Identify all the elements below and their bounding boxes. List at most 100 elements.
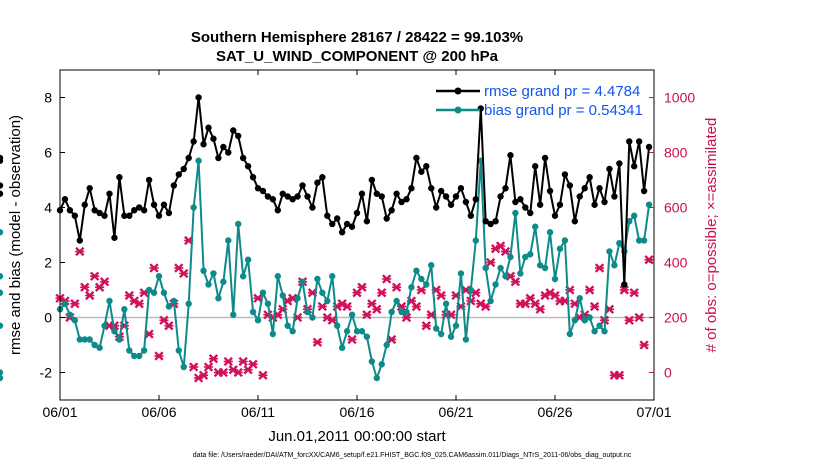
obs-assimilated-marker	[585, 285, 595, 295]
rmse-point	[319, 174, 326, 181]
y-tick-label: 6	[44, 145, 52, 161]
bias-point	[230, 311, 237, 318]
rmse-point	[145, 176, 153, 184]
bias-point	[403, 308, 410, 316]
bias-point	[116, 336, 123, 343]
rmse-point	[121, 212, 128, 219]
bias-point	[294, 295, 301, 302]
y2-tick-label: 0	[664, 365, 672, 381]
bias-point	[378, 361, 385, 368]
x-tick-label: 06/26	[537, 404, 572, 420]
obs-assimilated-marker	[70, 299, 80, 309]
rmse-point	[225, 149, 232, 156]
obs-assimilated-marker	[391, 282, 402, 292]
bias-point	[150, 289, 158, 296]
obs-assimilated-marker	[90, 271, 100, 281]
obs-assimilated-marker	[421, 321, 431, 331]
plot-frame	[59, 69, 655, 401]
bias-point	[418, 275, 425, 283]
y2-tick-label: 600	[664, 200, 688, 216]
bias-point	[284, 322, 291, 329]
bias-point	[274, 273, 281, 280]
bias-point	[556, 245, 564, 252]
bias-point	[512, 209, 519, 217]
y2-tick-label: 200	[664, 310, 688, 326]
obs-assimilated-marker	[198, 370, 209, 380]
y-tick-label: -2	[40, 365, 53, 381]
bias-point	[348, 311, 356, 318]
bias-line	[59, 159, 651, 379]
bias-point	[210, 270, 217, 277]
rmse-point	[596, 185, 603, 192]
rmse-point	[106, 190, 113, 197]
obs-assimilated-marker	[75, 246, 85, 257]
bias-point	[180, 363, 187, 371]
bias-point	[304, 308, 311, 316]
x-tick-label: 06/01	[42, 404, 77, 420]
x-tick-label: 06/11	[241, 404, 275, 420]
rmse-point	[358, 190, 366, 197]
bias-point	[517, 270, 524, 277]
rmse-point	[116, 174, 123, 181]
bias-point	[71, 317, 79, 324]
bias-point	[155, 273, 163, 280]
rmse-point	[264, 193, 272, 200]
bias-point	[235, 220, 242, 228]
bias-point	[111, 328, 118, 335]
rmse-point	[338, 229, 346, 236]
obs-assimilated-marker	[362, 310, 372, 320]
rmse-point	[566, 182, 574, 189]
bias-point	[175, 347, 182, 354]
obs-assimilated-marker	[634, 312, 644, 323]
bias-point	[467, 286, 475, 294]
y-axis-ticks: -2 0 2 4 6 8	[40, 90, 65, 381]
bias-point	[507, 253, 514, 261]
obs-assimilated-marker	[619, 285, 629, 295]
obs-assimilated-marker	[342, 301, 352, 312]
bias-point	[408, 284, 415, 291]
obs-assimilated-marker	[179, 268, 189, 279]
rmse-point	[195, 94, 202, 101]
rmse-point	[279, 190, 286, 197]
rmse-point	[631, 163, 638, 170]
obs-assimilated-marker	[639, 340, 649, 350]
bias-point	[264, 300, 272, 307]
bias-point	[140, 347, 148, 354]
rmse-point	[383, 215, 390, 222]
rmse-point	[616, 160, 623, 167]
rmse-point	[507, 152, 514, 159]
obs-assimilated-marker	[223, 356, 233, 367]
rmse-point	[408, 185, 415, 192]
bias-point	[225, 237, 232, 244]
chart-title-line1: Southern Hemisphere 28167 / 28422 = 99.1…	[191, 29, 523, 46]
rmse-point	[244, 163, 252, 170]
bias-point	[452, 322, 460, 329]
obs-assimilated-marker	[317, 301, 327, 312]
rmse-point	[299, 182, 306, 189]
bias-point	[76, 336, 84, 343]
rmse-point	[71, 212, 79, 219]
rmse-point	[457, 185, 465, 192]
rmse-point	[536, 201, 544, 208]
rmse-point	[606, 165, 613, 173]
y-tick-label: 2	[44, 255, 52, 271]
bias-point	[334, 322, 341, 329]
rmse-point	[160, 201, 168, 208]
obs-assimilated-marker	[624, 315, 634, 325]
y2-tick-label: 400	[664, 255, 688, 271]
bias-point	[324, 297, 331, 305]
rmse-point	[289, 196, 296, 203]
bias-series-layer	[0, 157, 653, 382]
rmse-point	[423, 163, 430, 170]
bias-point	[61, 300, 69, 307]
rmse-point	[626, 138, 633, 145]
bias-point	[373, 374, 380, 382]
bias-point	[358, 328, 366, 335]
bias-point	[413, 267, 420, 274]
bias-point	[66, 311, 74, 318]
bias-point	[319, 289, 326, 296]
bias-point	[368, 358, 376, 365]
bias-point	[249, 308, 257, 316]
obs-assimilated-marker	[589, 301, 600, 312]
bias-point	[81, 336, 88, 343]
